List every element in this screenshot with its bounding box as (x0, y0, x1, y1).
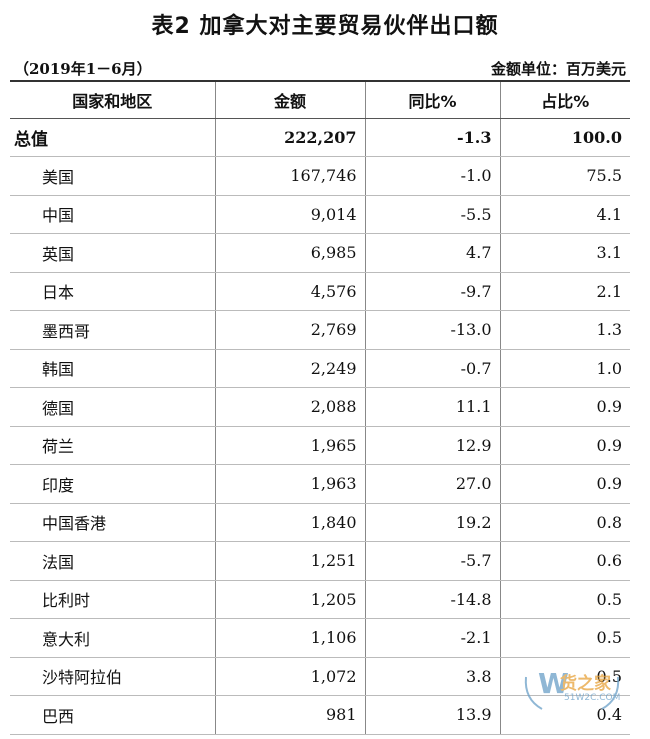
country-cell: 日本 (10, 272, 215, 311)
watermark-text: 货之家 (560, 674, 611, 694)
amount-cell: 1,965 (214, 426, 365, 465)
table-row: 意大利 1,106 -2.1 0.5 (10, 618, 630, 658)
amount-cell: 2,769 (214, 310, 365, 350)
amount-cell: 981 (214, 695, 365, 735)
country-cell: 意大利 (10, 618, 215, 658)
table-row: 印度 1,963 27.0 0.9 (10, 464, 630, 504)
table-row: 比利时 1,205 -14.8 0.5 (10, 580, 630, 619)
country-cell: 比利时 (10, 580, 215, 619)
yoy-cell: -5.7 (364, 541, 500, 581)
country-cell: 沙特阿拉伯 (10, 657, 215, 696)
table-row: 巴西 981 13.9 0.4 (10, 695, 630, 735)
share-cell: 0.6 (499, 541, 630, 581)
share-cell: 1.3 (499, 310, 630, 350)
yoy-cell: 19.2 (364, 503, 500, 542)
header-country: 国家和地区 (10, 80, 215, 119)
table-row: 中国 9,014 -5.5 4.1 (10, 195, 630, 234)
period-label: （2019年1－6月） (14, 60, 152, 78)
share-cell: 0.5 (499, 657, 630, 696)
share-cell: 0.5 (499, 618, 630, 658)
table-row: 墨西哥 2,769 -13.0 1.3 (10, 310, 630, 350)
country-cell: 印度 (10, 464, 215, 504)
table-row: 德国 2,088 11.1 0.9 (10, 387, 630, 427)
country-cell: 荷兰 (10, 426, 215, 465)
laurel-icon: W (524, 667, 620, 710)
share-cell: 100.0 (499, 118, 630, 157)
amount-cell: 1,963 (214, 464, 365, 504)
table-row: 韩国 2,249 -0.7 1.0 (10, 349, 630, 388)
yoy-cell: -2.1 (364, 618, 500, 658)
amount-cell: 6,985 (214, 233, 365, 273)
share-cell: 0.8 (499, 503, 630, 542)
share-cell: 1.0 (499, 349, 630, 388)
amount-cell: 1,106 (214, 618, 365, 658)
yoy-cell: -1.3 (364, 118, 500, 157)
share-cell: 2.1 (499, 272, 630, 311)
header-amount: 金额 (214, 80, 365, 119)
yoy-cell: -9.7 (364, 272, 500, 311)
yoy-cell: 12.9 (364, 426, 500, 465)
country-cell: 德国 (10, 387, 215, 427)
share-cell: 0.4 (499, 695, 630, 735)
country-cell: 中国香港 (10, 503, 215, 542)
yoy-cell: 3.8 (364, 657, 500, 696)
table-row: 美国 167,746 -1.0 75.5 (10, 156, 630, 196)
yoy-cell: 11.1 (364, 387, 500, 427)
country-cell: 英国 (10, 233, 215, 273)
country-cell: 法国 (10, 541, 215, 581)
share-cell: 3.1 (499, 233, 630, 273)
yoy-cell: -5.5 (364, 195, 500, 234)
share-cell: 0.9 (499, 387, 630, 427)
watermark-logo: W 货之家 51W2C.COM (512, 659, 632, 719)
amount-cell: 222,207 (214, 118, 365, 157)
share-cell: 0.9 (499, 464, 630, 504)
country-cell: 美国 (10, 156, 215, 196)
amount-cell: 1,072 (214, 657, 365, 696)
table-row: 英国 6,985 4.7 3.1 (10, 233, 630, 273)
table-row: 沙特阿拉伯 1,072 3.8 0.5 (10, 657, 630, 696)
share-cell: 0.5 (499, 580, 630, 619)
table-title: 表2 加拿大对主要贸易伙伴出口额 (151, 14, 499, 39)
amount-cell: 9,014 (214, 195, 365, 234)
total-row: 总值 222,207 -1.3 100.0 (10, 118, 630, 157)
table-row: 法国 1,251 -5.7 0.6 (10, 541, 630, 581)
yoy-cell: 27.0 (364, 464, 500, 504)
share-cell: 4.1 (499, 195, 630, 234)
yoy-cell: -13.0 (364, 310, 500, 350)
amount-cell: 167,746 (214, 156, 365, 196)
amount-cell: 2,088 (214, 387, 365, 427)
country-cell: 总值 (10, 118, 215, 157)
country-cell: 韩国 (10, 349, 215, 388)
amount-cell: 1,205 (214, 580, 365, 619)
header-yoy: 同比% (364, 80, 500, 119)
header-share: 占比% (499, 80, 630, 119)
yoy-cell: -1.0 (364, 156, 500, 196)
yoy-cell: 13.9 (364, 695, 500, 735)
export-table: 国家和地区 金额 同比% 占比% 总值 222,207 -1.3 100.0 美国 167… (10, 80, 630, 735)
yoy-cell: -14.8 (364, 580, 500, 619)
table-row: 日本 4,576 -9.7 2.1 (10, 272, 630, 311)
country-cell: 墨西哥 (10, 310, 215, 350)
header-row: 国家和地区 金额 同比% 占比% (10, 80, 630, 119)
share-cell: 75.5 (499, 156, 630, 196)
table-row: 荷兰 1,965 12.9 0.9 (10, 426, 630, 465)
unit-label: 金额单位：百万美元 (490, 60, 626, 78)
svg-text:W: W (538, 667, 569, 700)
share-cell: 0.9 (499, 426, 630, 465)
watermark-url: 51W2C.COM (564, 693, 621, 703)
country-cell: 中国 (10, 195, 215, 234)
amount-cell: 4,576 (214, 272, 365, 311)
amount-cell: 2,249 (214, 349, 365, 388)
table-row: 中国香港 1,840 19.2 0.8 (10, 503, 630, 542)
yoy-cell: -0.7 (364, 349, 500, 388)
amount-cell: 1,840 (214, 503, 365, 542)
country-cell: 巴西 (10, 695, 215, 735)
amount-cell: 1,251 (214, 541, 365, 581)
yoy-cell: 4.7 (364, 233, 500, 273)
